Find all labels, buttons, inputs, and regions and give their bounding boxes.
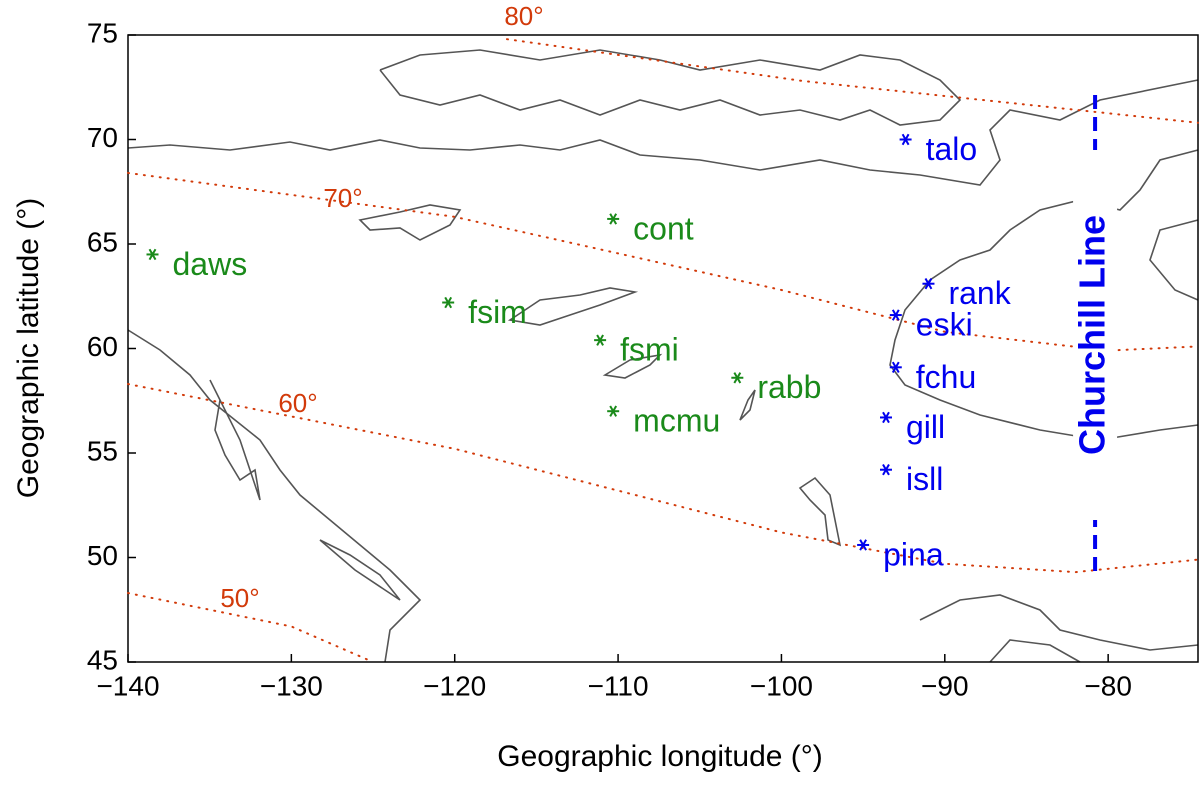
churchill-label-bg [1073, 150, 1118, 520]
marker-stroke [859, 539, 867, 551]
x-tick-label: −80 [1084, 670, 1132, 701]
station-marker [857, 539, 870, 551]
coastline [602, 353, 663, 379]
coastline [319, 539, 401, 601]
y-tick-label: 65 [87, 226, 118, 257]
contour-label: 70° [323, 183, 362, 213]
station-marker [889, 309, 902, 321]
coastline [989, 639, 1081, 663]
y-tick-label: 55 [87, 435, 118, 466]
marker-stroke [609, 213, 618, 225]
y-tick-label: 60 [87, 331, 118, 362]
station-marker [731, 372, 744, 384]
coastline [798, 476, 842, 547]
station-marker [879, 411, 892, 424]
coastline [127, 79, 1199, 186]
churchill-label: Churchill Line [1072, 215, 1113, 455]
station-label: rabb [757, 369, 821, 405]
marker-stroke [444, 296, 453, 309]
station-marker [889, 361, 902, 374]
coastline [127, 329, 422, 663]
x-tick-label: −120 [423, 670, 486, 701]
coastline [209, 379, 261, 501]
y-tick-label: 75 [87, 17, 118, 48]
station-label: daws [173, 246, 248, 282]
station-marker [879, 464, 892, 476]
station-label: mcmu [633, 403, 720, 439]
y-axis-label: Geographic latitude (°) [12, 198, 45, 498]
coastline [739, 389, 756, 421]
x-tick-label: −100 [750, 670, 813, 701]
marker-stroke [609, 405, 618, 417]
station-marker [899, 133, 912, 146]
station-label: isll [906, 461, 943, 497]
marker-stroke [733, 372, 742, 384]
station-label: fsmi [620, 332, 679, 368]
station-marker [146, 248, 159, 261]
contour-label: 50° [220, 583, 259, 613]
y-tick-label: 70 [87, 122, 118, 153]
station-label: talo [926, 131, 978, 167]
station-label: rank [948, 275, 1011, 311]
station-label: gill [906, 409, 945, 445]
x-axis-label: Geographic longitude (°) [497, 740, 823, 773]
marker-stroke [882, 411, 890, 424]
coastline [507, 287, 639, 326]
marker-stroke [148, 248, 157, 261]
coastline [919, 594, 1199, 651]
coastline [889, 149, 1199, 441]
contour-label: 60° [278, 388, 317, 418]
station-label: fsim [468, 294, 527, 330]
magnetic-latitude-contour [127, 592, 375, 663]
coastline [358, 204, 462, 241]
marker-stroke [882, 464, 890, 476]
station-marker [607, 213, 620, 225]
station-marker [922, 278, 935, 290]
marker-stroke [596, 334, 604, 346]
x-tick-label: −130 [260, 670, 323, 701]
y-tick-label: 50 [87, 540, 118, 571]
contour-label: 80° [504, 1, 543, 31]
marker-stroke [891, 309, 900, 321]
station-label: pina [883, 536, 944, 572]
marker-stroke [901, 133, 910, 146]
station-label: fchu [916, 359, 976, 395]
y-tick-label: 45 [87, 644, 118, 675]
station-marker [607, 405, 620, 417]
station-marker [594, 334, 607, 346]
x-tick-label: −110 [588, 670, 649, 701]
coastline [1149, 219, 1199, 301]
x-tick-label: −90 [921, 670, 969, 701]
x-tick-label: −140 [96, 670, 159, 701]
station-label: eski [916, 307, 973, 343]
magnetic-latitude-contour [127, 171, 1199, 352]
magnetic-latitude-contour [127, 383, 1199, 574]
marker-stroke [924, 278, 933, 290]
station-marker [442, 296, 455, 309]
station-label: cont [633, 210, 694, 246]
marker-stroke [891, 361, 900, 374]
coastline [379, 49, 962, 126]
